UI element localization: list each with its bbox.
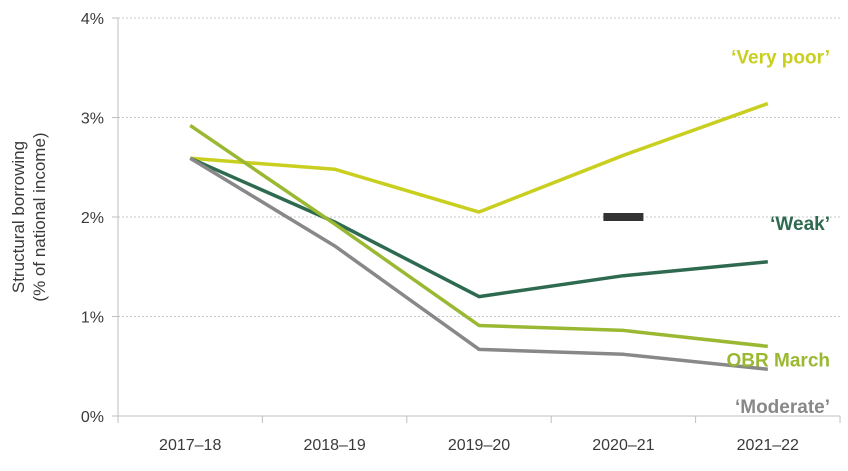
gridlines (112, 17, 841, 423)
x-tick-label: 2021–22 (737, 437, 799, 454)
y-tick-label: 0% (81, 409, 104, 426)
x-tick-labels: 2017–18 2018–19 2019–20 2020–21 2021–22 (159, 437, 799, 454)
y-tick-label: 1% (81, 310, 104, 327)
series-label: ‘Weak’ (770, 214, 830, 235)
x-tick-label: 2018–19 (303, 437, 365, 454)
series-labels: ‘Very poor’ ‘Weak’ OBR March ‘Moderate’ (727, 48, 830, 419)
y-tick-labels: 0% 1% 2% 3% 4% (81, 11, 104, 426)
y-tick-label: 3% (81, 111, 104, 128)
series-lines (189, 101, 769, 371)
y-tick-label: 4% (81, 11, 104, 28)
series-label: OBR March (727, 350, 830, 371)
series-line (190, 101, 769, 214)
x-tick-label: 2019–20 (448, 437, 510, 454)
series-label: ‘Moderate’ (735, 397, 830, 418)
x-tick-label: 2017–18 (159, 437, 221, 454)
y-tick-label: 2% (81, 210, 104, 227)
x-tick-label: 2020–21 (592, 437, 654, 454)
series-line (189, 156, 768, 299)
series-line (189, 156, 768, 371)
series-line (189, 124, 768, 349)
obr-marker (603, 213, 644, 221)
y-axis-label-line2: (% of national income) (30, 132, 49, 301)
y-axis-label-line1: Structural borrowing (9, 141, 28, 293)
series-label: ‘Very poor’ (731, 48, 830, 69)
